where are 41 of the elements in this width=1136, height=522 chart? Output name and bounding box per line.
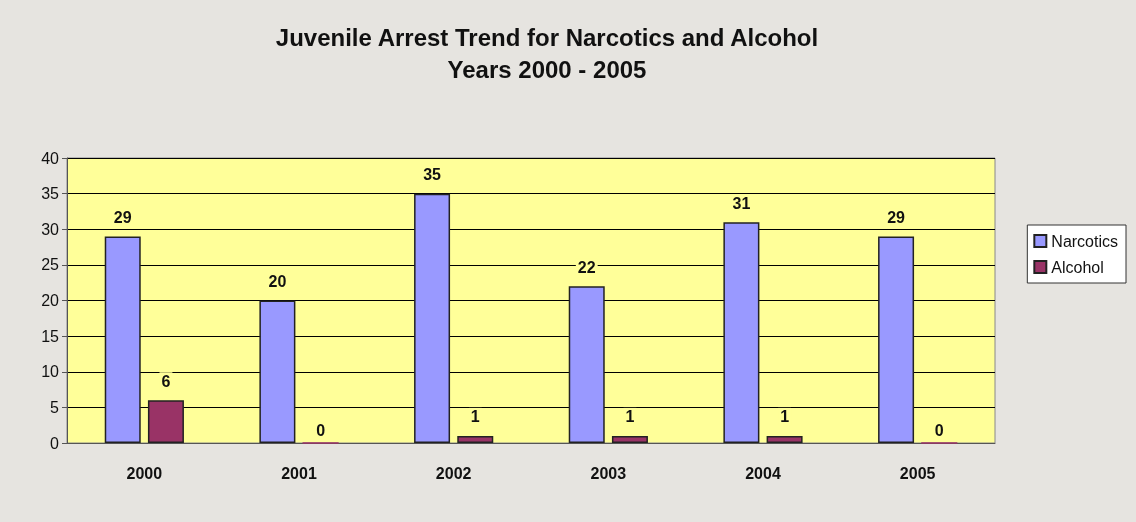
chart-title: Juvenile Arrest Trend for Narcotics and Alcohol (275, 23, 819, 51)
bar (723, 222, 760, 443)
x-tick-label: 2005 (899, 464, 936, 482)
bar (766, 435, 803, 443)
data-label: 29 (887, 208, 906, 226)
y-tick-label: 5 (50, 398, 60, 416)
chart-subtitle: Years 2000 - 2005 (447, 55, 647, 83)
x-tick-label: 2002 (435, 464, 472, 482)
y-tick-label: 35 (41, 185, 60, 203)
data-label: 35 (423, 166, 442, 184)
x-tick-label: 2000 (126, 464, 163, 482)
data-label: 0 (934, 422, 944, 439)
data-label: 22 (577, 258, 596, 276)
x-tick-label: 2004 (745, 464, 781, 482)
data-label: 0 (316, 422, 326, 439)
y-tick-label: 10 (41, 363, 60, 381)
bar (568, 286, 605, 443)
bar (259, 300, 296, 443)
y-tick-label: 0 (50, 434, 60, 452)
data-label: 1 (470, 408, 480, 426)
y-tick-label: 30 (41, 220, 60, 238)
data-label: 20 (268, 273, 287, 290)
y-tick-label: 25 (41, 256, 60, 274)
data-label: 1 (780, 408, 790, 426)
bar (457, 435, 494, 443)
y-tick-label: 15 (41, 327, 60, 345)
bar (414, 193, 451, 443)
legend-label: Alcohol (1051, 258, 1104, 276)
legend-label: Narcotics (1051, 232, 1119, 250)
y-tick-label: 20 (41, 292, 60, 309)
data-label: 31 (732, 194, 751, 212)
x-tick-label: 2001 (281, 464, 317, 482)
data-label: 29 (113, 208, 132, 226)
data-label: 1 (625, 408, 635, 426)
x-tick-label: 2003 (590, 464, 627, 482)
bar (878, 236, 915, 443)
y-tick-label: 40 (41, 149, 60, 167)
bar (147, 400, 184, 443)
bar (104, 236, 141, 443)
bar (611, 435, 648, 443)
data-label: 6 (161, 372, 171, 390)
